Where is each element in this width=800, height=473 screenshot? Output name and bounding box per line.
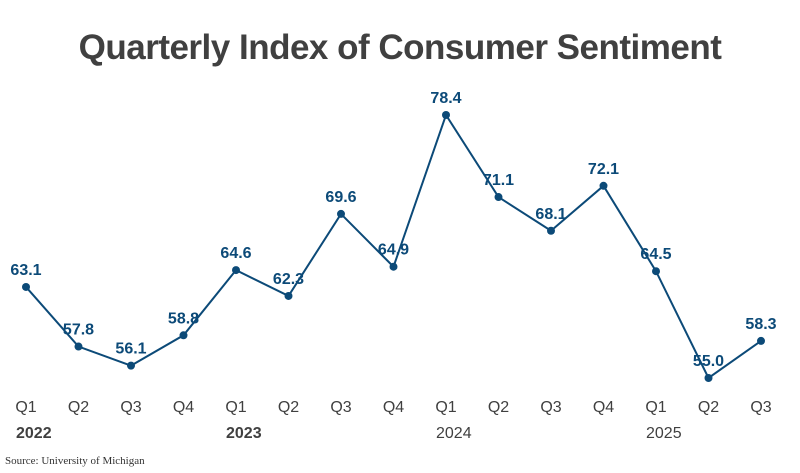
x-tick-label: Q3	[540, 399, 561, 416]
x-tick-label: Q3	[330, 399, 351, 416]
data-point	[704, 374, 713, 382]
data-label: 63.1	[10, 262, 41, 279]
x-tick-label: Q1	[645, 399, 666, 416]
data-label: 55.0	[693, 353, 724, 370]
data-label: 62.3	[273, 271, 304, 288]
data-point	[494, 193, 503, 202]
data-label: 58.8	[168, 310, 199, 327]
data-point	[127, 361, 135, 370]
data-label: 78.4	[430, 90, 461, 107]
year-label: 2022	[16, 425, 52, 442]
data-point	[652, 267, 660, 276]
data-label: 64.9	[378, 242, 409, 259]
data-point	[74, 342, 83, 351]
data-label: 64.6	[220, 245, 251, 262]
x-tick-label: Q1	[15, 399, 36, 416]
chart-title: Quarterly Index of Consumer Sentiment	[78, 28, 722, 67]
data-point	[599, 181, 608, 190]
data-label: 64.5	[640, 246, 671, 263]
data-point	[442, 111, 450, 119]
source-note: Source: University of Michigan	[5, 455, 145, 467]
data-label: 58.3	[745, 316, 776, 333]
data-point	[232, 266, 240, 275]
data-point	[179, 331, 188, 340]
x-tick-label: Q4	[593, 399, 614, 416]
x-tick-label: Q1	[435, 399, 456, 416]
data-point	[389, 262, 398, 271]
data-point	[547, 226, 555, 235]
data-point	[22, 282, 30, 291]
data-point	[757, 336, 765, 345]
data-label: 69.6	[325, 189, 356, 206]
data-point	[337, 209, 345, 218]
year-label: 2024	[436, 425, 472, 442]
year-label: 2025	[646, 425, 682, 442]
year-label: 2023	[226, 425, 262, 442]
data-label: 57.8	[63, 322, 94, 339]
x-tick-label: Q2	[698, 399, 719, 416]
x-tick-label: Q1	[225, 399, 246, 416]
data-point	[284, 291, 293, 300]
x-tick-label: Q2	[488, 399, 509, 416]
x-tick-label: Q4	[383, 399, 404, 416]
x-tick-label: Q3	[120, 399, 141, 416]
data-label: 68.1	[535, 206, 566, 223]
x-tick-label: Q3	[750, 399, 771, 416]
x-tick-label: Q2	[68, 399, 89, 416]
data-label: 72.1	[588, 161, 619, 178]
x-tick-label: Q4	[173, 399, 194, 416]
x-tick-label: Q2	[278, 399, 299, 416]
data-label: 56.1	[115, 341, 146, 358]
data-label: 71.1	[483, 172, 514, 189]
